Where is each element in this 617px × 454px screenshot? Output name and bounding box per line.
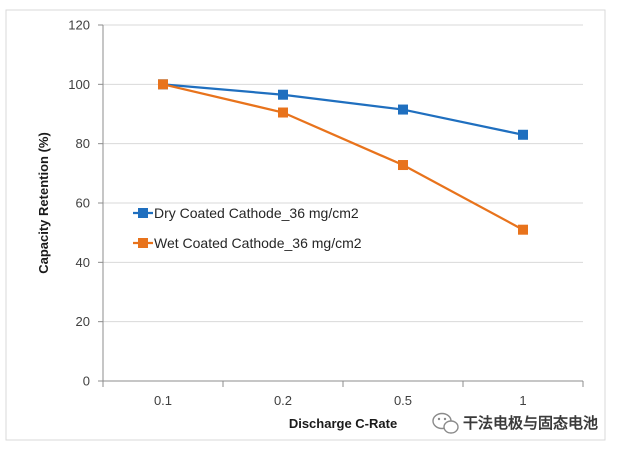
data-point-marker — [278, 107, 288, 118]
watermark: 干法电极与固态电池 — [432, 412, 598, 434]
x-axis-title: Discharge C-Rate — [289, 416, 397, 431]
y-tick-label: 0 — [83, 374, 90, 389]
y-tick-labels: 0 20 40 60 80 100 120 — [68, 18, 90, 389]
data-point-marker — [158, 79, 168, 90]
data-point-marker — [278, 89, 288, 100]
legend-marker — [138, 208, 148, 218]
legend-marker — [138, 238, 148, 248]
wechat-logo-icon — [432, 412, 459, 434]
x-tick-label: 1 — [519, 393, 526, 408]
x-tick-label: 0.2 — [274, 393, 292, 408]
data-point-marker — [518, 129, 528, 140]
series-line — [162, 83, 524, 136]
data-point-marker — [398, 160, 408, 171]
x-tick-label: 0.1 — [154, 393, 172, 408]
y-tick-label: 80 — [76, 136, 90, 151]
legend-item: Dry Coated Cathode_36 mg/cm2 — [133, 205, 359, 221]
legend-label: Dry Coated Cathode_36 mg/cm2 — [154, 205, 359, 221]
series-2 — [158, 79, 528, 235]
data-point-marker — [398, 104, 408, 115]
watermark-text: 干法电极与固态电池 — [463, 414, 598, 432]
y-tick-label: 60 — [76, 196, 90, 211]
legend-label: Wet Coated Cathode_36 mg/cm2 — [154, 235, 362, 251]
series-line — [162, 83, 524, 231]
y-tick-label: 20 — [76, 314, 90, 329]
legend-item: Wet Coated Cathode_36 mg/cm2 — [133, 235, 362, 251]
y-tick-label: 120 — [68, 18, 90, 33]
data-point-marker — [518, 224, 528, 235]
data-series — [158, 79, 528, 235]
gridlines — [103, 24, 583, 323]
chart-border — [5, 9, 606, 441]
axes — [98, 24, 584, 387]
x-tick-labels: 0.1 0.2 0.5 1 — [154, 393, 527, 408]
legend: Dry Coated Cathode_36 mg/cm2 Wet Coated C… — [133, 205, 362, 251]
x-tick-label: 0.5 — [394, 393, 412, 408]
y-tick-label: 100 — [68, 77, 90, 92]
y-axis-title: Capacity Retention (%) — [36, 132, 51, 274]
y-tick-label: 40 — [76, 255, 90, 270]
